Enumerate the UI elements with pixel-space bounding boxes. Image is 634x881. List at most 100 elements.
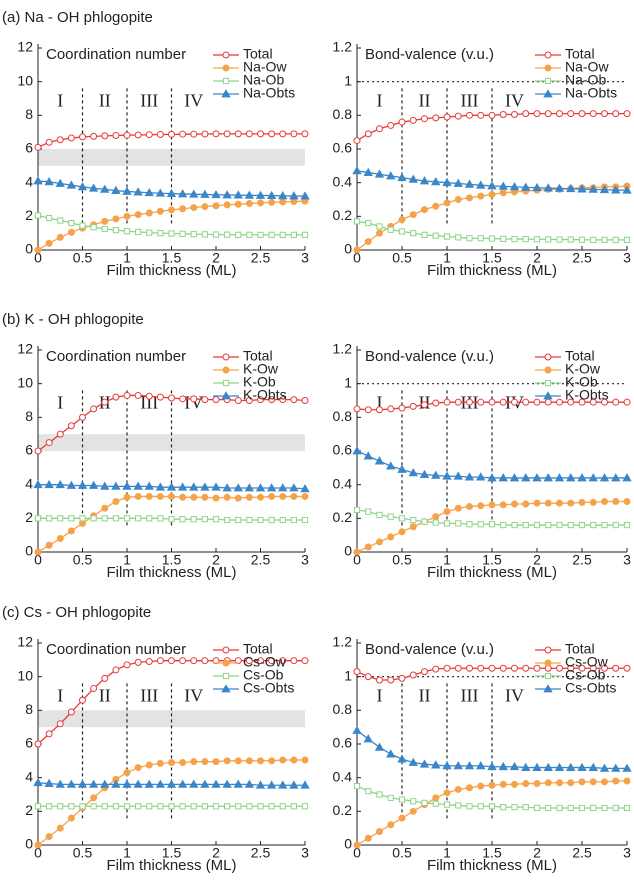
marker (222, 366, 230, 374)
marker (443, 664, 451, 672)
marker (235, 231, 242, 238)
marker (589, 110, 597, 118)
marker (257, 657, 264, 665)
marker (201, 657, 209, 665)
x-tick-label: 2 (533, 552, 541, 568)
marker (498, 181, 508, 190)
marker (588, 762, 598, 771)
marker (612, 110, 620, 118)
marker (189, 482, 199, 491)
marker (477, 664, 485, 672)
legend-label: Cs-Ow (565, 654, 609, 670)
marker (410, 230, 417, 237)
marker (521, 473, 531, 482)
region-label: II (99, 686, 111, 706)
region-label: IV (505, 91, 524, 111)
marker (477, 398, 485, 406)
y-tick-label: 0.2 (333, 207, 353, 223)
marker (122, 779, 132, 788)
marker (300, 191, 310, 200)
marker (212, 130, 220, 138)
marker (477, 502, 485, 510)
region-label: I (57, 393, 63, 413)
marker (408, 468, 418, 477)
section-title: (b) K - OH phlogopite (2, 311, 144, 328)
marker (146, 803, 153, 810)
marker (279, 231, 286, 238)
marker (487, 181, 497, 190)
marker (589, 498, 597, 506)
marker (156, 207, 164, 215)
y-tick-label: 2 (25, 802, 33, 818)
x-tick-label: 0 (34, 845, 42, 861)
marker (44, 778, 54, 787)
region-label: III (140, 393, 158, 413)
marker (599, 473, 610, 482)
x-tick-label: 2 (212, 552, 220, 568)
marker (212, 396, 220, 404)
marker (353, 548, 361, 556)
marker (567, 236, 574, 243)
marker (34, 212, 42, 219)
marker (363, 734, 373, 743)
y-tick-label: 1 (344, 374, 352, 390)
marker (168, 206, 175, 214)
y-tick-label: 1.2 (333, 341, 353, 357)
marker (212, 758, 220, 766)
marker (189, 779, 199, 788)
marker (201, 803, 208, 810)
marker (179, 803, 186, 810)
marker (212, 516, 220, 523)
marker (398, 118, 406, 126)
marker (499, 189, 507, 197)
marker (543, 183, 553, 192)
marker (301, 803, 309, 810)
marker (79, 413, 86, 421)
marker (245, 397, 253, 404)
marker (201, 516, 208, 523)
marker (156, 131, 164, 139)
marker (268, 516, 275, 524)
marker (46, 515, 53, 522)
marker (455, 802, 462, 809)
section-title: (c) Cs - OH phlogopite (2, 604, 151, 621)
marker (511, 804, 518, 811)
marker (623, 398, 631, 406)
marker (500, 804, 507, 811)
marker (612, 398, 620, 406)
marker (544, 659, 552, 667)
marker (544, 366, 552, 374)
marker (466, 664, 473, 672)
marker (244, 190, 255, 199)
marker (443, 789, 451, 797)
x-tick-label: 0 (353, 552, 361, 568)
marker (544, 110, 552, 118)
x-tick-label: 2 (212, 250, 220, 266)
x-tick-label: 1 (443, 845, 451, 861)
legend-label: Na-Obts (565, 85, 617, 101)
legend-label: Na-Obts (243, 85, 295, 101)
marker (499, 780, 507, 788)
marker (156, 657, 164, 665)
marker (364, 238, 372, 246)
legend-label: Cs-Ob (243, 667, 284, 683)
y-tick-label: 2 (25, 509, 33, 525)
marker (522, 398, 530, 406)
y-tick-label: 0.8 (333, 408, 353, 424)
marker (67, 134, 75, 142)
marker (144, 481, 154, 490)
marker (212, 231, 220, 238)
marker (266, 190, 277, 200)
y-tick-label: 12 (17, 634, 33, 650)
marker (246, 803, 253, 810)
marker (100, 481, 110, 490)
marker (589, 778, 597, 786)
marker (246, 231, 253, 238)
marker (376, 828, 383, 836)
marker (68, 515, 75, 522)
marker (112, 227, 119, 234)
x-tick-label: 1 (443, 552, 451, 568)
marker (543, 391, 553, 400)
marker (556, 664, 563, 672)
